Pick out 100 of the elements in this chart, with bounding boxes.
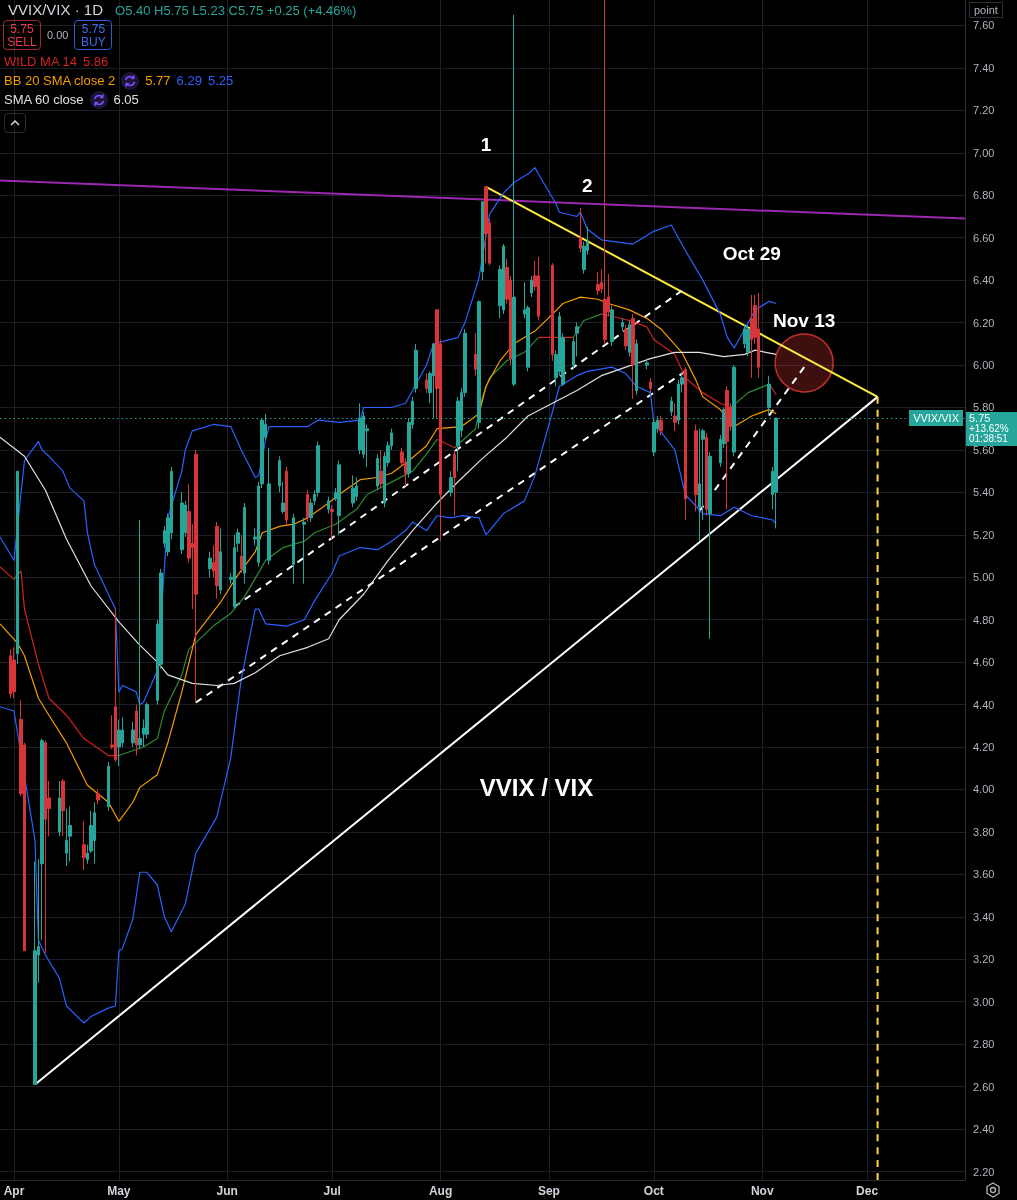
annotation: Oct 29 bbox=[722, 242, 781, 264]
candlestick bbox=[16, 470, 19, 665]
y-tick-label: 2.40 bbox=[973, 1123, 995, 1136]
candlestick bbox=[750, 294, 753, 379]
buy-button: 5.75 BUY bbox=[74, 20, 113, 50]
y-tick-label: 3.00 bbox=[973, 995, 995, 1008]
annotation: 6.29 bbox=[176, 73, 202, 88]
candlestick bbox=[306, 489, 309, 523]
y-tick-label: 4.20 bbox=[973, 741, 995, 754]
candlestick bbox=[414, 343, 418, 394]
y-tick-label: 5.20 bbox=[973, 528, 995, 541]
candlestick bbox=[659, 415, 663, 436]
x-tick-label: Oct bbox=[643, 1184, 664, 1198]
candlestick bbox=[502, 243, 505, 315]
candlestick bbox=[96, 789, 100, 805]
candlestick bbox=[645, 358, 649, 370]
candlestick bbox=[82, 820, 86, 871]
candlestick bbox=[9, 648, 12, 699]
text: +13.62% bbox=[969, 422, 1010, 434]
candlestick bbox=[12, 646, 16, 699]
x-tick-label: May bbox=[107, 1184, 131, 1198]
annotation: 5.75 bbox=[80, 22, 107, 36]
candlestick bbox=[107, 761, 110, 812]
candlestick bbox=[708, 451, 712, 640]
candlestick bbox=[673, 402, 677, 432]
candlestick bbox=[694, 423, 698, 512]
candlestick bbox=[746, 324, 750, 358]
y-tick-label: 7.20 bbox=[973, 104, 995, 117]
candlestick bbox=[484, 186, 488, 264]
y-tick-label: 7.00 bbox=[973, 146, 995, 159]
x-tick-label: Jul bbox=[323, 1184, 341, 1198]
y-tick-label: 3.60 bbox=[973, 868, 995, 881]
chart-subtitle: O5.40 H5.75 L5.23 C5.75 +0.25 (+4.46%) bbox=[115, 3, 357, 18]
line-series bbox=[0, 349, 777, 687]
y-tick-label: 2.80 bbox=[973, 1038, 995, 1051]
candlestick bbox=[215, 521, 219, 599]
candlestick bbox=[194, 449, 198, 703]
candlestick bbox=[138, 519, 142, 750]
x-tick-label: Jun bbox=[216, 1184, 238, 1198]
candlestick bbox=[537, 256, 540, 321]
candlestick bbox=[610, 305, 614, 347]
candlestick bbox=[292, 513, 295, 585]
candlestick bbox=[579, 207, 582, 254]
candlestick bbox=[131, 721, 135, 748]
candlestick bbox=[337, 460, 341, 536]
candlestick bbox=[379, 449, 383, 489]
candlestick bbox=[425, 373, 428, 394]
annotation: 2 bbox=[582, 174, 593, 196]
candlestick bbox=[243, 502, 246, 585]
y-tick-label: 4.00 bbox=[973, 783, 995, 796]
y-tick-label: 2.60 bbox=[973, 1080, 995, 1093]
candlestick bbox=[481, 201, 484, 281]
candlestick bbox=[603, 0, 607, 345]
candlestick bbox=[621, 317, 624, 332]
annotation: VVIX / VIX bbox=[479, 773, 594, 801]
y-tick-label: 5.40 bbox=[973, 486, 995, 499]
candlestick bbox=[628, 319, 631, 358]
annotation: 5.77 bbox=[145, 73, 171, 88]
y-tick-label: 6.60 bbox=[973, 231, 995, 244]
candlestick bbox=[631, 313, 635, 400]
y-tick-label: 5.80 bbox=[973, 401, 995, 414]
candlestick bbox=[351, 474, 355, 508]
candlestick bbox=[670, 396, 673, 417]
annotation: SELL bbox=[6, 35, 38, 49]
x-tick-label: Apr bbox=[3, 1184, 25, 1198]
candlestick bbox=[240, 534, 243, 574]
candlestick bbox=[376, 453, 379, 491]
candlestick bbox=[219, 527, 222, 595]
annotation: 5.25 bbox=[207, 73, 234, 88]
annotation: Nov 13 bbox=[773, 310, 836, 332]
y-tick-label: 4.60 bbox=[973, 656, 995, 669]
candlestick bbox=[327, 496, 330, 515]
text: 01:38:51 bbox=[969, 433, 1009, 445]
x-tick-label: Dec bbox=[856, 1184, 879, 1198]
y-tick-label: 4.80 bbox=[973, 613, 995, 626]
y-tick-label: 3.40 bbox=[973, 910, 995, 923]
sell-button: 5.75 SELL bbox=[3, 20, 41, 50]
candlestick bbox=[684, 366, 687, 521]
candlestick bbox=[208, 551, 212, 578]
candlestick bbox=[135, 704, 138, 757]
annotation: 1 bbox=[480, 134, 492, 156]
y-tick-label: 7.40 bbox=[973, 61, 995, 74]
candlestick bbox=[596, 271, 600, 296]
candlestick bbox=[65, 808, 68, 867]
y-tick-label: 3.80 bbox=[973, 825, 995, 838]
y-tick-label: 6.80 bbox=[973, 189, 995, 202]
candlestick bbox=[302, 517, 306, 585]
chart-title: VVIX/VIX · 1D bbox=[8, 1, 104, 18]
annotation: BUY bbox=[80, 35, 107, 49]
x-tick-label: Nov bbox=[750, 1184, 774, 1198]
candlestick bbox=[449, 470, 453, 498]
y-axis-title: point bbox=[969, 2, 1003, 18]
candlestick bbox=[649, 377, 652, 394]
y-tick-label: 6.00 bbox=[973, 359, 995, 372]
y-tick-label: 4.40 bbox=[973, 698, 995, 711]
x-tick-label: Sep bbox=[537, 1184, 560, 1198]
candlestick bbox=[267, 447, 271, 566]
candlestick bbox=[68, 805, 72, 863]
y-tick-label: 6.20 bbox=[973, 316, 995, 329]
text: 5.75 bbox=[969, 411, 991, 424]
